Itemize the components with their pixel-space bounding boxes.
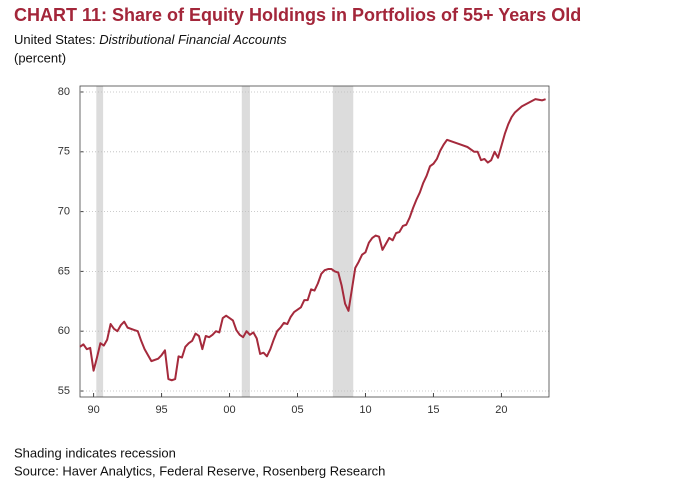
recession-shading bbox=[241, 86, 250, 397]
x-tick-label: 00 bbox=[223, 404, 235, 416]
chart-subtitle: United States: Distributional Financial … bbox=[14, 32, 287, 47]
y-tick-label: 75 bbox=[58, 146, 70, 158]
y-tick-label: 70 bbox=[58, 206, 70, 218]
y-tick-label: 80 bbox=[58, 86, 70, 98]
y-axis-label: (percent) bbox=[14, 50, 66, 65]
y-tick-label: 65 bbox=[58, 265, 70, 277]
subtitle-prefix: United States: bbox=[14, 32, 96, 47]
y-tick-label: 60 bbox=[58, 325, 70, 337]
source: Source: Haver Analytics, Federal Reserve… bbox=[14, 463, 385, 478]
x-tick-label: 15 bbox=[427, 404, 439, 416]
chart-title: CHART 11: Share of Equity Holdings in Po… bbox=[14, 5, 581, 25]
note: Shading indicates recession bbox=[14, 445, 176, 460]
x-tick-label: 90 bbox=[87, 404, 99, 416]
x-tick-label: 95 bbox=[155, 404, 167, 416]
y-tick-label: 55 bbox=[58, 385, 70, 397]
recession-shading bbox=[96, 86, 104, 397]
x-tick-label: 05 bbox=[291, 404, 303, 416]
recession-shading bbox=[332, 86, 354, 397]
data-line bbox=[79, 98, 546, 382]
x-tick-label: 10 bbox=[359, 404, 371, 416]
plot-frame bbox=[79, 85, 550, 398]
subtitle-italic: Distributional Financial Accounts bbox=[99, 32, 287, 47]
x-tick-label: 20 bbox=[495, 404, 507, 416]
